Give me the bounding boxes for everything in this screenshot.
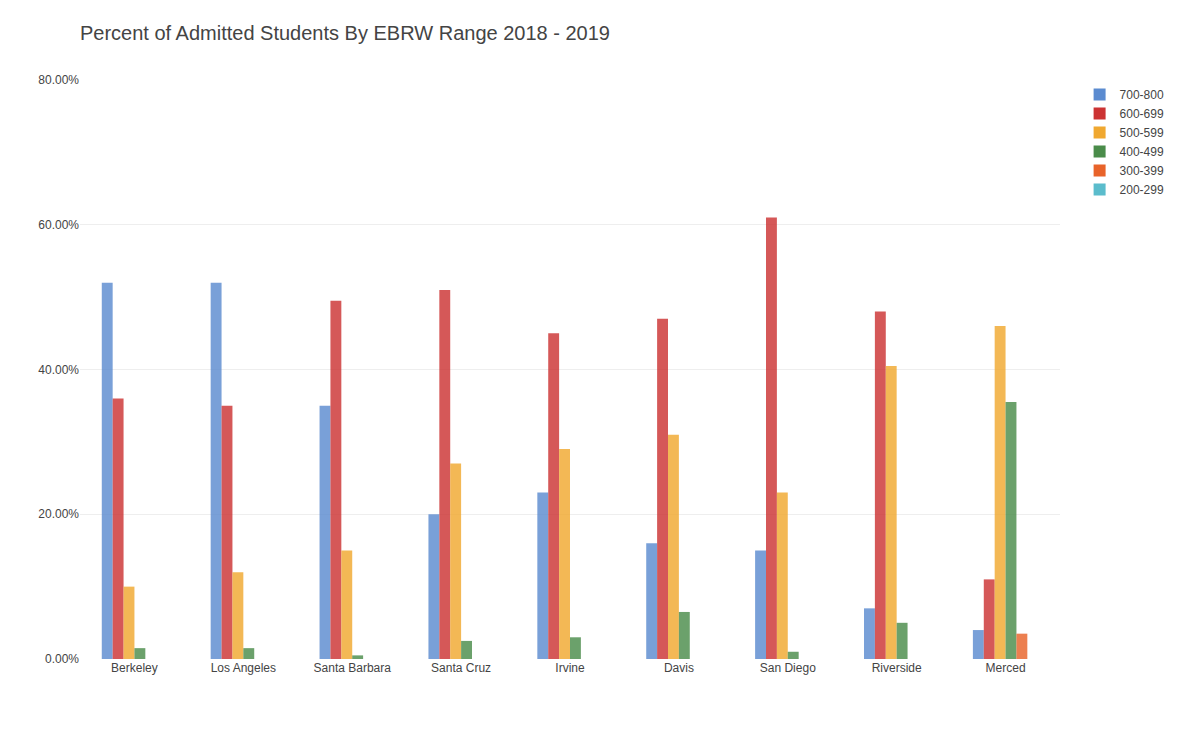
svg-text:Irvine: Irvine bbox=[555, 661, 585, 675]
svg-text:500-599: 500-599 bbox=[1120, 126, 1164, 140]
svg-text:Santa Cruz: Santa Cruz bbox=[431, 661, 491, 675]
svg-text:40.00%: 40.00% bbox=[38, 363, 79, 377]
svg-text:Merced: Merced bbox=[986, 661, 1026, 675]
svg-text:Berkeley: Berkeley bbox=[111, 661, 158, 675]
svg-text:80.00%: 80.00% bbox=[38, 73, 79, 87]
svg-text:60.00%: 60.00% bbox=[38, 218, 79, 232]
svg-text:Percent of Admitted Students B: Percent of Admitted Students By EBRW Ran… bbox=[80, 22, 610, 44]
svg-text:Santa Barbara: Santa Barbara bbox=[314, 661, 392, 675]
svg-text:Los Angeles: Los Angeles bbox=[211, 661, 276, 675]
svg-text:San Diego: San Diego bbox=[760, 661, 816, 675]
svg-text:700-800: 700-800 bbox=[1120, 88, 1164, 102]
svg-text:20.00%: 20.00% bbox=[38, 507, 79, 521]
svg-text:0.00%: 0.00% bbox=[45, 652, 79, 666]
svg-text:Davis: Davis bbox=[664, 661, 694, 675]
svg-text:600-699: 600-699 bbox=[1120, 107, 1164, 121]
svg-text:200-299: 200-299 bbox=[1120, 183, 1164, 197]
svg-text:400-499: 400-499 bbox=[1120, 145, 1164, 159]
svg-text:300-399: 300-399 bbox=[1120, 164, 1164, 178]
svg-text:Riverside: Riverside bbox=[872, 661, 922, 675]
